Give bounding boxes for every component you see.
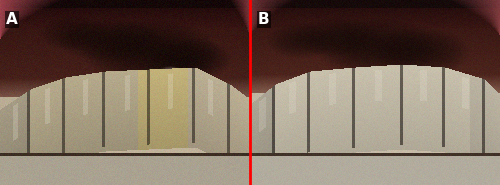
Text: B: B: [258, 12, 270, 27]
Text: A: A: [6, 12, 18, 27]
